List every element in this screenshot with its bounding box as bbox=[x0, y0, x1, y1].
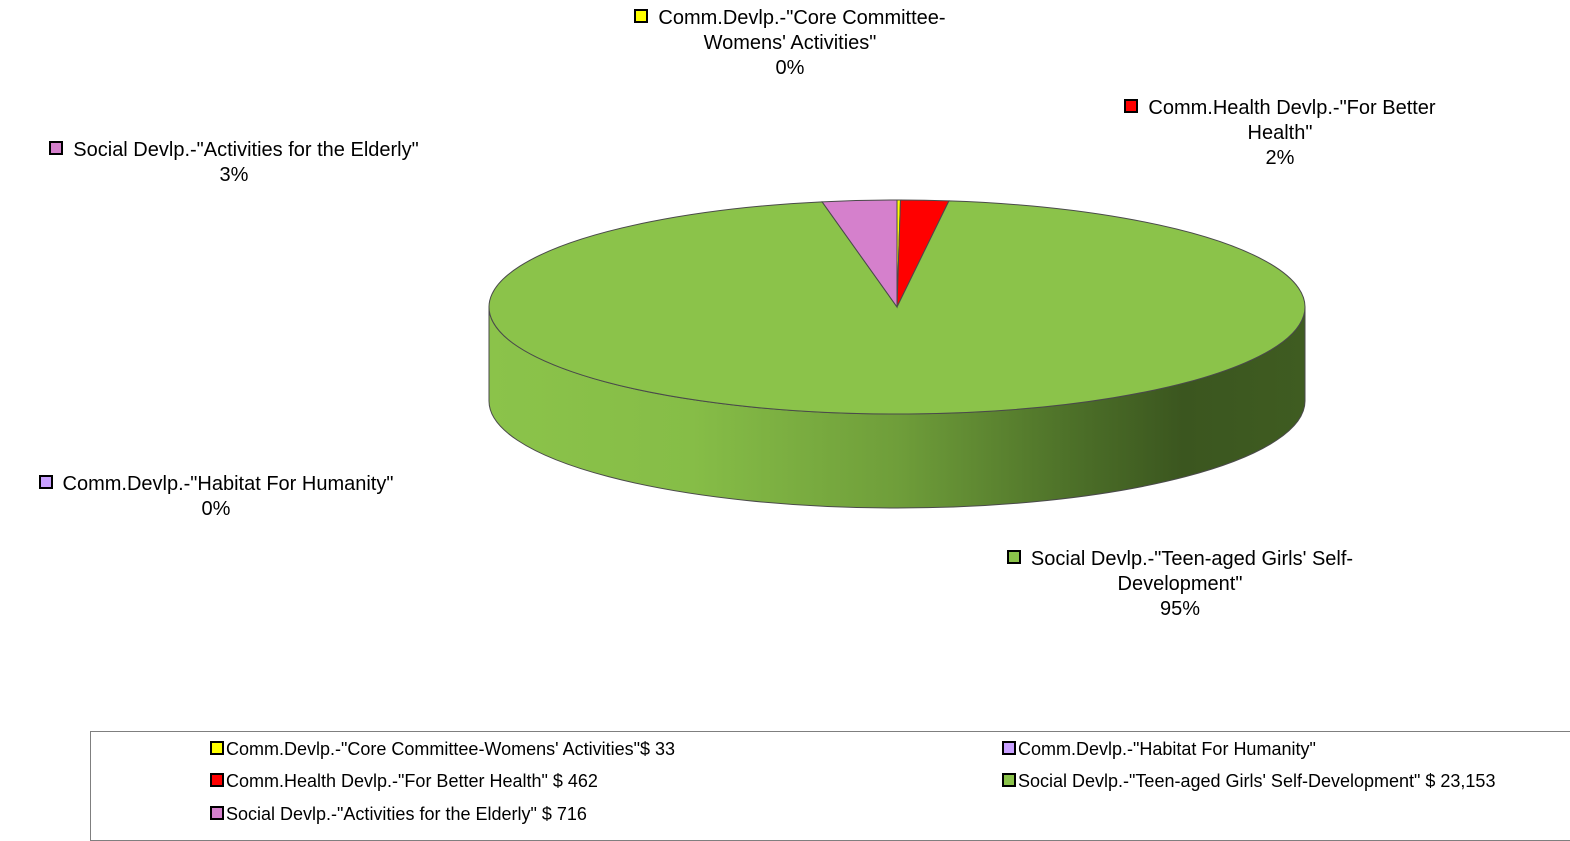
legend-text: Comm.Devlp.-"Core Committee-Womens' Acti… bbox=[226, 739, 676, 759]
legend-item-elderly: Social Devlp.-"Activities for the Elderl… bbox=[210, 803, 587, 825]
label-percent: 0% bbox=[775, 57, 805, 79]
legend-swatch-lavender bbox=[1002, 741, 1016, 755]
label-line: Comm.Devlp.-"Habitat For Humanity" bbox=[62, 473, 394, 495]
legend-item-habitat: Comm.Devlp.-"Habitat For Humanity" bbox=[1002, 738, 1316, 760]
legend-swatch-lavender bbox=[38, 475, 53, 489]
legend-text: Social Devlp.-"Teen-aged Girls' Self-Dev… bbox=[1018, 771, 1496, 791]
data-label-core-committee: Comm.Devlp.-"Core Committee- Womens' Act… bbox=[610, 6, 970, 81]
legend-swatch-green bbox=[1006, 550, 1021, 564]
label-line: Social Devlp.-"Activities for the Elderl… bbox=[73, 139, 419, 161]
label-percent: 0% bbox=[201, 498, 231, 520]
legend-swatch-green bbox=[1002, 773, 1016, 787]
legend-swatch-red bbox=[210, 773, 224, 787]
legend-item-health: Comm.Health Devlp.-"For Better Health" $… bbox=[210, 770, 598, 792]
legend-item-teen-girls: Social Devlp.-"Teen-aged Girls' Self-Dev… bbox=[1002, 770, 1495, 792]
label-line: Social Devlp.-"Teen-aged Girls' Self- bbox=[1030, 548, 1354, 570]
data-label-health: Comm.Health Devlp.-"For Better Health" 2… bbox=[1100, 96, 1460, 171]
label-line: Womens' Activities" bbox=[703, 32, 877, 54]
legend-text: Comm.Devlp.-"Habitat For Humanity" bbox=[1018, 739, 1316, 759]
data-label-teen-girls: Social Devlp.-"Teen-aged Girls' Self- De… bbox=[980, 547, 1380, 622]
legend-text: Comm.Health Devlp.-"For Better Health" $… bbox=[226, 771, 598, 791]
legend-swatch-red bbox=[1124, 99, 1139, 113]
label-percent: 2% bbox=[1265, 147, 1295, 169]
data-label-elderly: Social Devlp.-"Activities for the Elderl… bbox=[14, 138, 454, 188]
legend-swatch-pink bbox=[210, 806, 224, 820]
label-percent: 95% bbox=[1159, 598, 1201, 620]
data-label-habitat: Comm.Devlp.-"Habitat For Humanity" 0% bbox=[6, 472, 426, 522]
label-line: Comm.Devlp.-"Core Committee- bbox=[658, 7, 946, 29]
legend-swatch-yellow bbox=[634, 9, 649, 23]
legend-item-core-committee: Comm.Devlp.-"Core Committee-Womens' Acti… bbox=[210, 738, 675, 760]
label-line: Comm.Health Devlp.-"For Better bbox=[1148, 97, 1436, 119]
label-percent: 3% bbox=[219, 164, 249, 186]
pie-slice-4 bbox=[821, 199, 898, 309]
legend-swatch-pink bbox=[49, 141, 64, 155]
legend-text: Social Devlp.-"Activities for the Elderl… bbox=[226, 804, 587, 824]
label-line: Development" bbox=[1117, 573, 1243, 595]
label-line: Health" bbox=[1247, 122, 1313, 144]
chart-legend: Comm.Devlp.-"Core Committee-Womens' Acti… bbox=[90, 731, 1570, 841]
legend-swatch-yellow bbox=[210, 741, 224, 755]
